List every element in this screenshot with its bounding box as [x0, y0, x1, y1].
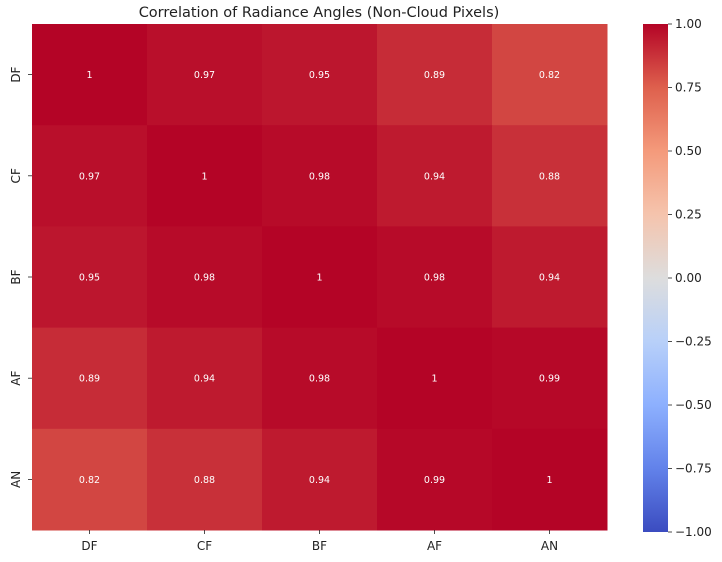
cell-label: 0.98: [309, 171, 330, 182]
colorbar-tick-label: −0.50: [675, 398, 712, 412]
heatmap-cell-bf-af: [377, 226, 493, 329]
cell-label: 1: [201, 171, 207, 182]
chart-title: Correlation of Radiance Angles (Non-Clou…: [139, 5, 500, 21]
heatmap-cell-af-af: [377, 327, 493, 430]
colorbar-gradient: [643, 24, 668, 532]
colorbar-tick-label: 0.50: [675, 144, 702, 158]
cell-label: 0.98: [424, 273, 445, 284]
cell-label: 0.95: [309, 70, 330, 81]
heatmap-cell-af-bf: [262, 327, 378, 430]
cell-label: 0.89: [424, 70, 445, 81]
cell-label: 0.82: [539, 70, 560, 81]
heatmap-cell-df-df: [32, 24, 148, 126]
heatmap-cell-an-bf: [262, 428, 378, 531]
cell-label: 0.94: [309, 475, 330, 486]
heatmap-cells: 1 0.97 0.95 0.89 0.82 0.97 1 0.98 0.94 0.88 0.95 0.…: [32, 24, 608, 531]
cell-label: 0.89: [79, 374, 100, 385]
heatmap-cell-df-bf: [262, 24, 378, 126]
cell-label: 0.95: [79, 273, 100, 284]
heatmap-cell-an-af: [377, 428, 493, 531]
cell-label: 0.82: [79, 475, 100, 486]
y-axis: DF CF BF AF AN: [9, 66, 32, 488]
heatmap-cell-df-an: [492, 24, 608, 126]
y-tick-label: AF: [9, 371, 23, 386]
heatmap-cell-an-cf: [147, 428, 263, 531]
cell-label: 0.88: [539, 171, 560, 182]
cell-label: 1: [316, 273, 322, 284]
heatmap-cell-cf-an: [492, 125, 608, 227]
y-tick-label: DF: [9, 66, 23, 82]
heatmap-cell-cf-df: [32, 125, 148, 227]
x-tick-label: BF: [312, 539, 327, 553]
heatmap-cell-an-df: [32, 428, 148, 531]
heatmap-cell-af-an: [492, 327, 608, 430]
colorbar-tick-label: 0.75: [675, 81, 702, 95]
cell-label: 0.97: [194, 70, 215, 81]
x-tick-label: CF: [197, 539, 212, 553]
cell-label: 1: [431, 374, 437, 385]
heatmap-cell-bf-cf: [147, 226, 263, 329]
cell-label: 0.94: [539, 273, 560, 284]
colorbar-tick-label: −0.25: [675, 335, 712, 349]
x-tick-label: DF: [81, 539, 97, 553]
heatmap-cell-an-an: [492, 428, 608, 531]
heatmap-cell-af-cf: [147, 327, 263, 430]
heatmap-cell-bf-df: [32, 226, 148, 329]
x-tick-label: AN: [541, 539, 558, 553]
colorbar: 1.00 0.75 0.50 0.25 0.00 −0.25 −0.50 −0.75 −1.00: [643, 17, 712, 539]
heatmap-cell-cf-cf: [147, 125, 263, 227]
colorbar-tick-label: 0.00: [675, 271, 702, 285]
cell-label: 0.98: [194, 273, 215, 284]
cell-label: 0.99: [424, 475, 445, 486]
cell-label: 0.99: [539, 374, 560, 385]
heatmap-cell-df-af: [377, 24, 493, 126]
heatmap-cell-cf-af: [377, 125, 493, 227]
cell-label: 0.94: [424, 171, 445, 182]
colorbar-tick-label: 1.00: [675, 17, 702, 31]
cell-label: 0.94: [194, 374, 215, 385]
cell-label: 1: [86, 70, 92, 81]
cell-label: 0.97: [79, 171, 100, 182]
y-tick-label: BF: [9, 269, 23, 284]
colorbar-tick-label: 0.25: [675, 208, 702, 222]
x-axis: DF CF BF AF AN: [81, 530, 558, 553]
colorbar-tick-label: −0.75: [675, 462, 712, 476]
cell-label: 1: [546, 475, 552, 486]
colorbar-tick-label: −1.00: [675, 525, 712, 539]
x-tick-label: AF: [427, 539, 442, 553]
cell-label: 0.98: [309, 374, 330, 385]
heatmap-cell-af-df: [32, 327, 148, 430]
heatmap-cell-cf-bf: [262, 125, 378, 227]
heatmap-cell-df-cf: [147, 24, 263, 126]
heatmap-cell-bf-an: [492, 226, 608, 329]
cell-label: 0.88: [194, 475, 215, 486]
heatmap-cell-bf-bf: [262, 226, 378, 329]
y-tick-label: AN: [9, 471, 23, 488]
y-tick-label: CF: [9, 168, 23, 183]
